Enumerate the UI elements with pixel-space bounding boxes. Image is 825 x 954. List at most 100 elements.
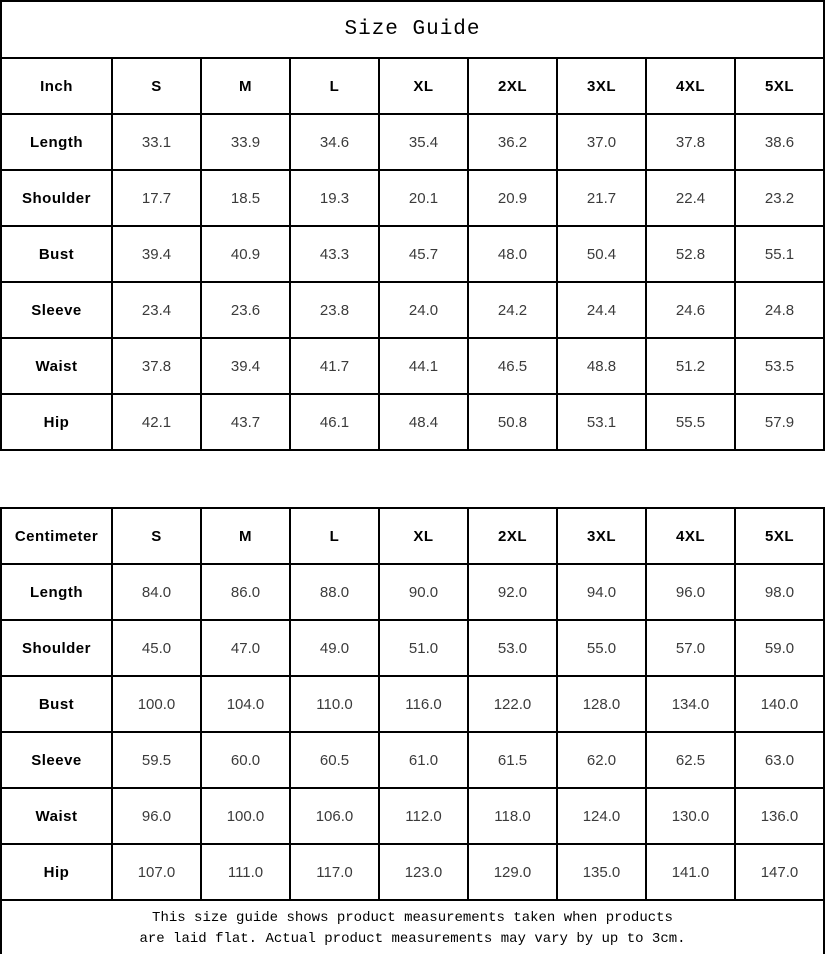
measurement-label-cell: Bust <box>0 225 113 283</box>
measurement-row: Hip 107.0 111.0 117.0 123.0 129.0 135.0 141.0 14… <box>0 843 825 901</box>
measurement-row: Sleeve 59.5 60.0 60.5 61.0 61.5 62.0 62.5 63.0 <box>0 731 825 789</box>
size-column-header: 3XL <box>556 57 647 115</box>
size-column-header: L <box>289 507 380 565</box>
measurement-value-cell: 39.4 <box>200 337 291 395</box>
header-row: Inch S M L XL 2XL 3XL 4XL 5XL <box>0 57 825 115</box>
measurement-label-cell: Sleeve <box>0 731 113 789</box>
measurement-value-cell: 19.3 <box>289 169 380 227</box>
measurement-value-cell: 24.4 <box>556 281 647 339</box>
size-column-header: 4XL <box>645 507 736 565</box>
measurement-value-cell: 21.7 <box>556 169 647 227</box>
measurement-label-cell: Length <box>0 563 113 621</box>
measurement-value-cell: 53.1 <box>556 393 647 451</box>
footer-line: This size guide shows product measuremen… <box>152 909 673 926</box>
measurement-value-cell: 55.1 <box>734 225 825 283</box>
measurement-value-cell: 62.0 <box>556 731 647 789</box>
measurement-value-cell: 57.9 <box>734 393 825 451</box>
measurement-value-cell: 62.5 <box>645 731 736 789</box>
measurement-value-cell: 23.4 <box>111 281 202 339</box>
measurement-value-cell: 18.5 <box>200 169 291 227</box>
measurement-value-cell: 118.0 <box>467 787 558 845</box>
unit-header-cell: Inch <box>0 57 113 115</box>
measurement-value-cell: 53.0 <box>467 619 558 677</box>
measurement-row: Bust 100.0 104.0 110.0 116.0 122.0 128.0 134.0 1… <box>0 675 825 733</box>
centimeter-size-table: Centimeter S M L XL 2XL 3XL 4XL 5XL Length 84.0 86.… <box>0 507 825 901</box>
table-gap <box>0 451 825 507</box>
inch-size-table: Inch S M L XL 2XL 3XL 4XL 5XL Length 33.1 33.9 34.6 3… <box>0 57 825 451</box>
measurement-value-cell: 110.0 <box>289 675 380 733</box>
measurement-value-cell: 55.0 <box>556 619 647 677</box>
measurement-value-cell: 107.0 <box>111 843 202 901</box>
measurement-value-cell: 47.0 <box>200 619 291 677</box>
measurement-row: Shoulder 17.7 18.5 19.3 20.1 20.9 21.7 22.4 23.2 <box>0 169 825 227</box>
measurement-value-cell: 43.7 <box>200 393 291 451</box>
measurement-value-cell: 33.9 <box>200 113 291 171</box>
measurement-label-cell: Hip <box>0 393 113 451</box>
measurement-value-cell: 90.0 <box>378 563 469 621</box>
size-column-header: S <box>111 507 202 565</box>
measurement-value-cell: 96.0 <box>645 563 736 621</box>
size-column-header: M <box>200 507 291 565</box>
size-column-header: 2XL <box>467 507 558 565</box>
measurement-value-cell: 100.0 <box>200 787 291 845</box>
measurement-value-cell: 41.7 <box>289 337 380 395</box>
measurement-label-cell: Shoulder <box>0 169 113 227</box>
measurement-value-cell: 22.4 <box>645 169 736 227</box>
measurement-label-cell: Hip <box>0 843 113 901</box>
measurement-label-cell: Length <box>0 113 113 171</box>
measurement-value-cell: 48.0 <box>467 225 558 283</box>
measurement-value-cell: 122.0 <box>467 675 558 733</box>
measurement-value-cell: 37.8 <box>111 337 202 395</box>
size-column-header: 2XL <box>467 57 558 115</box>
measurement-value-cell: 60.0 <box>200 731 291 789</box>
measurement-value-cell: 117.0 <box>289 843 380 901</box>
measurement-value-cell: 35.4 <box>378 113 469 171</box>
measurement-value-cell: 92.0 <box>467 563 558 621</box>
measurement-value-cell: 57.0 <box>645 619 736 677</box>
size-column-header: L <box>289 57 380 115</box>
measurement-label-cell: Sleeve <box>0 281 113 339</box>
measurement-value-cell: 60.5 <box>289 731 380 789</box>
measurement-value-cell: 130.0 <box>645 787 736 845</box>
size-column-header: 5XL <box>734 57 825 115</box>
measurement-row: Length 33.1 33.9 34.6 35.4 36.2 37.0 37.8 38.6 <box>0 113 825 171</box>
measurement-value-cell: 124.0 <box>556 787 647 845</box>
measurement-value-cell: 46.1 <box>289 393 380 451</box>
measurement-value-cell: 63.0 <box>734 731 825 789</box>
size-column-header: XL <box>378 507 469 565</box>
measurement-value-cell: 52.8 <box>645 225 736 283</box>
measurement-value-cell: 24.8 <box>734 281 825 339</box>
size-column-header: 4XL <box>645 57 736 115</box>
measurement-value-cell: 50.8 <box>467 393 558 451</box>
size-column-header: 3XL <box>556 507 647 565</box>
measurement-value-cell: 96.0 <box>111 787 202 845</box>
measurement-value-cell: 46.5 <box>467 337 558 395</box>
measurement-value-cell: 147.0 <box>734 843 825 901</box>
size-column-header: XL <box>378 57 469 115</box>
measurement-value-cell: 84.0 <box>111 563 202 621</box>
measurement-value-cell: 88.0 <box>289 563 380 621</box>
measurement-value-cell: 104.0 <box>200 675 291 733</box>
measurement-value-cell: 49.0 <box>289 619 380 677</box>
measurement-value-cell: 20.1 <box>378 169 469 227</box>
measurement-value-cell: 37.0 <box>556 113 647 171</box>
measurement-value-cell: 55.5 <box>645 393 736 451</box>
measurement-value-cell: 17.7 <box>111 169 202 227</box>
measurement-value-cell: 136.0 <box>734 787 825 845</box>
measurement-value-cell: 59.0 <box>734 619 825 677</box>
unit-header-cell: Centimeter <box>0 507 113 565</box>
measurement-value-cell: 123.0 <box>378 843 469 901</box>
title-box: Size Guide <box>0 0 825 57</box>
measurement-value-cell: 50.4 <box>556 225 647 283</box>
measurement-label-cell: Bust <box>0 675 113 733</box>
measurement-value-cell: 23.2 <box>734 169 825 227</box>
measurement-value-cell: 112.0 <box>378 787 469 845</box>
measurement-value-cell: 86.0 <box>200 563 291 621</box>
header-row: Centimeter S M L XL 2XL 3XL 4XL 5XL <box>0 507 825 565</box>
measurement-value-cell: 61.0 <box>378 731 469 789</box>
measurement-value-cell: 39.4 <box>111 225 202 283</box>
size-column-header: M <box>200 57 291 115</box>
measurement-row: Bust 39.4 40.9 43.3 45.7 48.0 50.4 52.8 55.1 <box>0 225 825 283</box>
measurement-row: Waist 96.0 100.0 106.0 112.0 118.0 124.0 130.0 1… <box>0 787 825 845</box>
measurement-value-cell: 51.0 <box>378 619 469 677</box>
